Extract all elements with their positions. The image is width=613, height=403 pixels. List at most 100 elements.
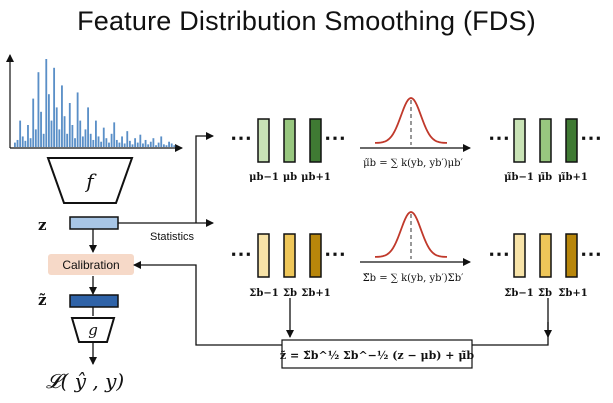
cov-label-b+1: Σb+1: [301, 288, 330, 299]
histogram-bar: [134, 138, 137, 147]
histogram-bar: [21, 136, 24, 147]
mean-bar-b-1: [257, 118, 270, 163]
cov-label-b: Σb: [283, 288, 297, 299]
cov-label-b-1: Σb−1: [249, 288, 278, 299]
feature-block: [69, 216, 119, 230]
mean-row-dots-right: ⋯: [324, 125, 346, 151]
cov-row-dots-left: ⋯: [230, 241, 252, 267]
regressor-block: [70, 317, 116, 343]
histogram-bar: [97, 136, 100, 147]
regressor-label: g: [88, 321, 98, 339]
histogram-bar: [40, 111, 42, 147]
smoothed-cov-bar-b-1: [513, 233, 526, 278]
histogram-bar: [110, 133, 113, 147]
histogram-bar: [89, 133, 92, 147]
cov-bar-b: [283, 233, 296, 278]
histogram-bar: [102, 127, 105, 147]
mean-label-b: μb: [283, 172, 297, 183]
histogram-bar: [173, 145, 176, 147]
smoothed-cov-label-b: Σ̃b: [538, 288, 552, 299]
histogram-bar: [42, 133, 45, 147]
histogram-bar: [162, 144, 165, 147]
histogram-bar: [19, 120, 22, 147]
calibration-formula-box: [281, 339, 473, 369]
histogram-bar: [63, 116, 66, 147]
cov-bar-b-1: [257, 233, 270, 278]
histogram-bar: [144, 139, 147, 147]
mean-bar-b: [283, 118, 296, 163]
histogram-bar: [79, 120, 82, 147]
histogram-bar: [92, 139, 95, 147]
page-title: Feature Distribution Smoothing (FDS): [77, 6, 536, 36]
mean-smoothing-formula: μ̃b = ∑ k(yb, yb′)μb′: [363, 158, 463, 169]
histogram-bar: [61, 85, 63, 147]
histogram-bar: [126, 131, 129, 147]
histogram-bar: [123, 143, 126, 147]
smoothed-mean-bar-b+1: [565, 118, 578, 163]
histogram-bar: [136, 142, 139, 147]
smoothed-cov-row-dots-right: ⋯: [580, 241, 602, 267]
smoothed-mean-row-dots-left: ⋯: [488, 125, 510, 151]
histogram-bar: [27, 125, 29, 147]
histogram-bar: [165, 145, 168, 147]
mean-row-dots-left: ⋯: [230, 125, 252, 151]
histogram-bar: [170, 143, 173, 147]
histogram-bar: [24, 140, 27, 147]
histogram-bar: [16, 139, 19, 147]
label-histogram: [6, 54, 183, 152]
histogram-bar: [160, 136, 163, 147]
cov-smoothing-formula: Σ̃b = ∑ k(yb, yb′)Σb′: [363, 273, 465, 284]
histogram-bar: [29, 138, 32, 147]
kernel-curve-mean: [375, 97, 447, 144]
histogram-bar: [152, 138, 155, 147]
statistics-label: Statistics: [150, 231, 195, 243]
histogram-bars: [14, 59, 176, 147]
histogram-bar: [149, 141, 152, 147]
histogram-bar: [71, 125, 74, 147]
histogram-bar: [45, 59, 48, 147]
histogram-bar: [74, 138, 76, 147]
histogram-bar: [95, 120, 97, 147]
smoothed-mean-bar-b-1: [513, 118, 526, 163]
histogram-bar: [37, 72, 40, 147]
histogram-bar: [100, 141, 103, 147]
histogram-bar: [81, 136, 84, 147]
cov-row-dots-right: ⋯: [324, 241, 346, 267]
smoothed-mean-label-b: μ̃b: [538, 172, 552, 183]
mean-label-b-1: μb−1: [249, 172, 279, 183]
histogram-bar: [58, 129, 61, 147]
calibration-block: [48, 254, 134, 275]
smoothed-cov-label-b-1: Σ̃b−1: [504, 288, 533, 299]
histogram-bar: [87, 107, 89, 147]
smoothed-cov-label-b+1: Σ̃b+1: [558, 288, 587, 299]
calibration-formula: z̃ = Σ̃b^½ Σb^−½ (z − μb) + μ̃b: [280, 349, 475, 362]
calibration-label: Calibration: [62, 258, 119, 272]
statistics-arrow-upper: [195, 132, 214, 223]
histogram-bar: [32, 98, 35, 147]
covariance-row: ⋯ ⋯ Σb−1 Σb Σb+1 Σ̃b = ∑ k(yb, yb′)Σb′ ⋯…: [230, 211, 602, 299]
histogram-bar: [139, 134, 142, 147]
histogram-bar: [50, 120, 53, 147]
histogram-bar: [168, 141, 170, 147]
feedback-arrow-to-calibration: [133, 261, 549, 346]
histogram-bar: [34, 129, 37, 147]
histogram-bar: [118, 142, 121, 147]
smoothed-mean-bar-b: [539, 118, 552, 163]
calibrated-feature-label: z̃: [38, 291, 47, 309]
histogram-bar: [131, 144, 134, 147]
smoothed-mean-label-b-1: μ̃b−1: [504, 172, 534, 183]
cov-bar-b+1: [309, 233, 322, 278]
histogram-bar: [108, 142, 110, 147]
histogram-bar: [157, 142, 160, 147]
smoothed-cov-bar-b: [539, 233, 552, 278]
histogram-bar: [66, 133, 69, 147]
histogram-bar: [113, 122, 116, 147]
histogram-bar: [121, 136, 123, 147]
histogram-bar: [53, 67, 56, 147]
histogram-bar: [155, 145, 157, 147]
kernel-curve-cov: [375, 211, 447, 258]
calibrated-feature-block: [69, 294, 119, 308]
smoothed-cov-row-dots-left: ⋯: [488, 241, 510, 267]
mean-bar-b+1: [309, 118, 322, 163]
